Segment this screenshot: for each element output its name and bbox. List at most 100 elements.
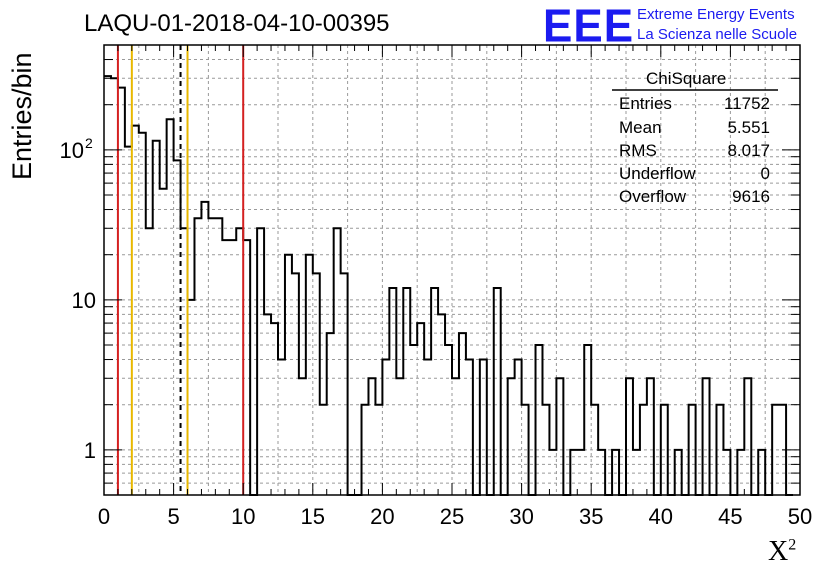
histogram-bin	[285, 255, 292, 495]
histogram-bin	[278, 360, 285, 495]
histogram-bin	[689, 405, 696, 495]
histogram-bin	[215, 218, 222, 495]
histogram-bin	[174, 160, 181, 495]
histogram-bin	[362, 405, 369, 495]
x-tick-label: 25	[440, 504, 464, 529]
stat-label-overflow: Overflow	[619, 187, 687, 206]
histogram-bin	[675, 450, 682, 495]
x-tick-label: 35	[579, 504, 603, 529]
histogram-bin	[334, 228, 341, 495]
histogram-bin	[382, 360, 389, 495]
histogram-bin	[466, 360, 473, 495]
histogram-bin	[181, 228, 188, 495]
x-tick-label: 45	[718, 504, 742, 529]
histogram-bin	[703, 378, 710, 495]
y-tick-label: 1	[84, 438, 96, 463]
histogram-bin	[341, 273, 348, 495]
histogram-bin	[375, 405, 382, 495]
histogram-bin	[737, 450, 744, 495]
histogram-bin	[118, 88, 125, 495]
histogram-bin	[716, 405, 723, 495]
histogram-bin	[417, 323, 424, 495]
histogram-bin	[536, 345, 543, 495]
x-tick-label: 40	[649, 504, 673, 529]
histogram-bin	[306, 255, 313, 495]
x-tick-label: 50	[788, 504, 812, 529]
histogram-bin	[389, 288, 396, 495]
y-tick-label: 10	[72, 288, 96, 313]
histogram-bin	[125, 147, 132, 495]
stat-value-underflow: 0	[760, 164, 770, 183]
histogram-bin	[264, 314, 271, 495]
stat-label-mean: Mean	[619, 118, 662, 137]
x-axis-label: X2	[768, 536, 796, 568]
histogram-bin	[612, 450, 619, 495]
histogram-bin	[549, 450, 556, 495]
y-tick-label-sup: 2	[85, 135, 93, 151]
histogram-bin	[132, 126, 139, 495]
x-tick-label: 20	[370, 504, 394, 529]
histogram-bin	[522, 405, 529, 495]
histogram-bin	[222, 240, 229, 495]
histogram-bin	[633, 450, 640, 495]
x-tick-label: 10	[231, 504, 255, 529]
histogram-bin	[772, 405, 779, 495]
histogram-bin	[313, 273, 320, 495]
x-axis-label-sup: 2	[788, 536, 797, 554]
histogram-bin	[292, 273, 299, 495]
stat-value-overflow: 9616	[732, 187, 770, 206]
histogram-bin	[480, 360, 487, 495]
x-axis-label-text: X	[768, 536, 789, 567]
histogram-bin	[494, 288, 501, 495]
histogram-bin	[438, 314, 445, 495]
histogram-bin	[515, 360, 522, 495]
x-tick-label: 30	[509, 504, 533, 529]
x-tick-label: 5	[167, 504, 179, 529]
stat-label-underflow: Underflow	[619, 164, 696, 183]
histogram-bin	[577, 450, 584, 495]
logo-line-2: La Scienza nelle Scuole	[637, 26, 798, 43]
histogram-bin	[570, 450, 577, 495]
histogram-bin	[104, 76, 111, 495]
histogram-bin	[508, 378, 515, 495]
histogram-bin	[584, 345, 591, 495]
histogram-bin	[410, 345, 417, 495]
histogram-bin	[229, 240, 236, 495]
histogram-bin	[111, 78, 118, 495]
histogram-bin	[661, 405, 668, 495]
stat-value-entries: 11752	[723, 94, 770, 113]
histogram-bin	[368, 378, 375, 495]
histogram-bin	[320, 405, 327, 495]
histogram-bin	[647, 378, 654, 495]
histogram-bin	[153, 141, 160, 495]
histogram-bin	[139, 133, 146, 495]
chart-title: LAQU-01-2018-04-10-00395	[84, 10, 390, 37]
stat-value-mean: 5.551	[727, 118, 770, 137]
histogram-bin	[243, 240, 250, 495]
histogram-bin	[160, 189, 167, 495]
histogram-bin	[236, 228, 243, 495]
histogram-outline	[104, 75, 794, 496]
histogram-bin	[167, 119, 174, 495]
histogram-bin	[452, 378, 459, 495]
histogram-bin	[758, 450, 765, 495]
histogram-bin	[424, 360, 431, 495]
histogram-bin	[723, 450, 730, 495]
y-tick-label: 10	[60, 138, 84, 163]
histogram-bin	[431, 288, 438, 495]
stat-value-rms: 8.017	[727, 141, 770, 160]
histogram-bin	[299, 378, 306, 495]
y-axis-label: Entries/bin	[7, 52, 37, 180]
eee-logo: EEE	[543, 0, 635, 53]
histogram-bin	[640, 405, 647, 495]
histogram-bin	[257, 228, 264, 495]
stats-box-title: ChiSquare	[646, 69, 727, 88]
histogram-bin	[188, 300, 195, 495]
logo-line-1: Extreme Energy Events	[637, 6, 795, 23]
stat-label-entries: Entries	[619, 94, 672, 113]
stat-label-rms: RMS	[619, 141, 657, 160]
histogram-bin	[271, 323, 278, 495]
histogram-bin	[327, 333, 334, 495]
histogram-bin	[208, 218, 215, 495]
